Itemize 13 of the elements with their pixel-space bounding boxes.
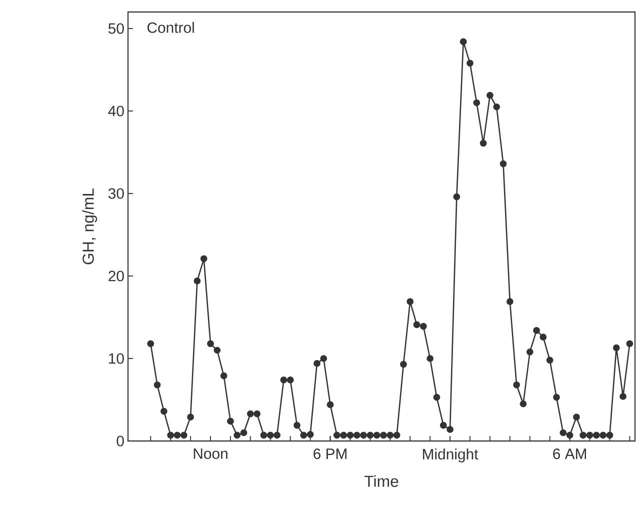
x-axis-title: Time (364, 475, 398, 487)
annotation: Control (147, 22, 194, 33)
x-tick-label: 6 PM (314, 448, 346, 460)
x-tick-label: 6 AM (553, 448, 586, 460)
y-axis-title: GH, ng/mL (82, 188, 98, 264)
y-tick-label: 50 (108, 23, 124, 34)
y-tick-label: 10 (109, 353, 124, 364)
x-tick-label: Midnight (423, 448, 478, 462)
y-tick-label: 0 (116, 436, 124, 446)
y-tick-label: 20 (108, 270, 124, 282)
y-tick-label: 40 (108, 106, 124, 116)
x-tick-label: Noon (194, 448, 228, 459)
y-tick-label: 30 (108, 188, 124, 199)
